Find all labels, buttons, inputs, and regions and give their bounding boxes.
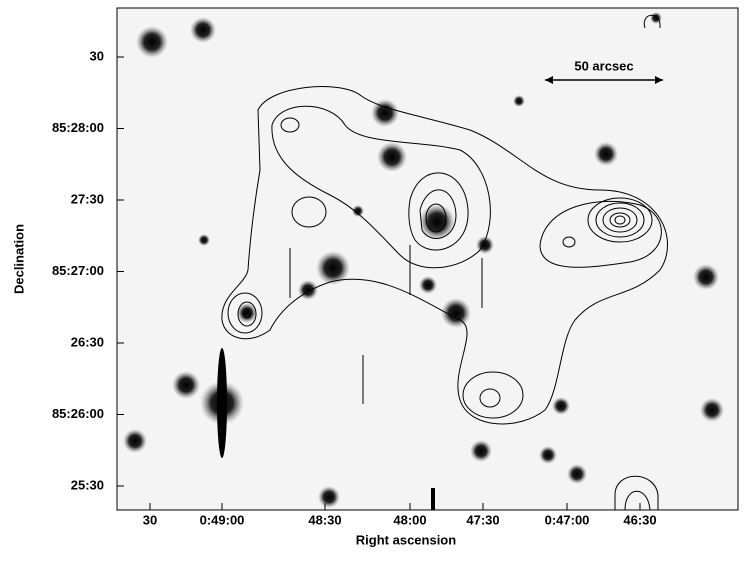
- x-axis-label: Right ascension: [356, 532, 456, 547]
- scale-bar: 50 arcsec: [545, 58, 663, 84]
- y-tick-label: 27:30: [71, 191, 104, 206]
- axes: 30 0:49:00 48:30 48:00 47:30 0:47:00 46:30 30 85…: [52, 48, 657, 527]
- x-tick-label: 0:47:00: [545, 512, 590, 527]
- y-tick-label: 85:26:00: [52, 406, 104, 421]
- x-tick-label: 48:00: [393, 512, 426, 527]
- x-tick-label: 48:30: [308, 512, 341, 527]
- x-tick-label: 0:49:00: [200, 512, 245, 527]
- y-tick-label: 30: [90, 48, 104, 63]
- scale-label: 50 arcsec: [574, 58, 633, 73]
- y-tick-label: 85:28:00: [52, 120, 104, 135]
- sky-image: [117, 8, 738, 510]
- x-tick-label: 46:30: [623, 512, 656, 527]
- y-axis-label: Declination: [11, 224, 26, 294]
- y-tick-label: 25:30: [71, 477, 104, 492]
- x-tick-label: 30: [143, 512, 157, 527]
- y-tick-label: 85:27:00: [52, 263, 104, 278]
- y-tick-label: 26:30: [71, 334, 104, 349]
- contours: [221, 14, 668, 511]
- frame: [116, 7, 739, 511]
- x-tick-label: 47:30: [466, 512, 499, 527]
